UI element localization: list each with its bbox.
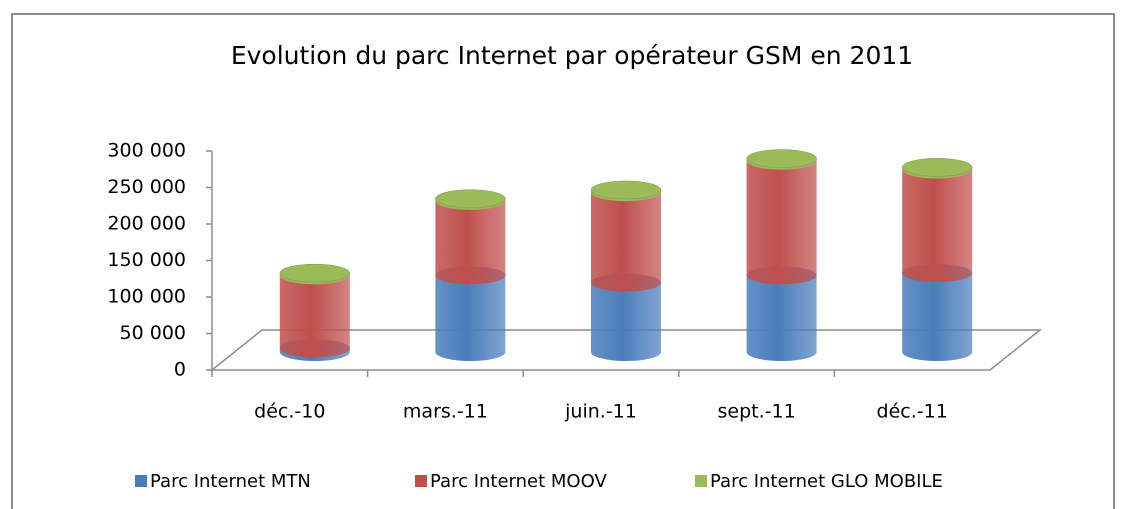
bar-top bbox=[746, 149, 817, 168]
y-tick-label: 150 000 bbox=[107, 249, 186, 271]
legend-label: Parc Internet MTN bbox=[150, 471, 311, 492]
bar bbox=[746, 151, 817, 285]
legend-label: Parc Internet MOOV bbox=[430, 471, 607, 492]
bar bbox=[435, 266, 506, 361]
bar-top bbox=[590, 180, 662, 200]
bar bbox=[435, 191, 506, 285]
chart-border bbox=[11, 13, 1115, 509]
bar bbox=[902, 264, 973, 361]
bar-top bbox=[435, 189, 506, 208]
y-tick-label: 50 000 bbox=[120, 322, 186, 344]
bar bbox=[591, 183, 661, 292]
x-tick-label: déc.-10 bbox=[254, 401, 325, 423]
legend-swatch bbox=[415, 475, 427, 487]
x-tick-label: sept.-11 bbox=[718, 401, 796, 423]
bar-top bbox=[901, 158, 973, 177]
x-tick-label: juin.-11 bbox=[564, 401, 637, 423]
legend-label: Parc Internet GLO MOBILE bbox=[710, 471, 943, 492]
x-tick-label: déc.-11 bbox=[877, 401, 948, 423]
y-tick-label: 0 bbox=[174, 359, 186, 381]
bar bbox=[902, 160, 973, 283]
bar bbox=[279, 266, 350, 358]
y-tick-label: 100 000 bbox=[107, 286, 186, 308]
y-tick-label: 200 000 bbox=[107, 213, 186, 235]
bar bbox=[591, 273, 661, 361]
chart-title: Evolution du parc Internet par opérateur… bbox=[231, 41, 913, 70]
bar-top bbox=[279, 263, 351, 283]
y-tick-label: 300 000 bbox=[107, 140, 186, 162]
bar bbox=[746, 266, 817, 361]
legend-swatch bbox=[695, 475, 707, 487]
y-tick-label: 250 000 bbox=[107, 176, 186, 198]
legend-swatch bbox=[135, 475, 147, 487]
x-tick-label: mars.-11 bbox=[403, 401, 488, 423]
